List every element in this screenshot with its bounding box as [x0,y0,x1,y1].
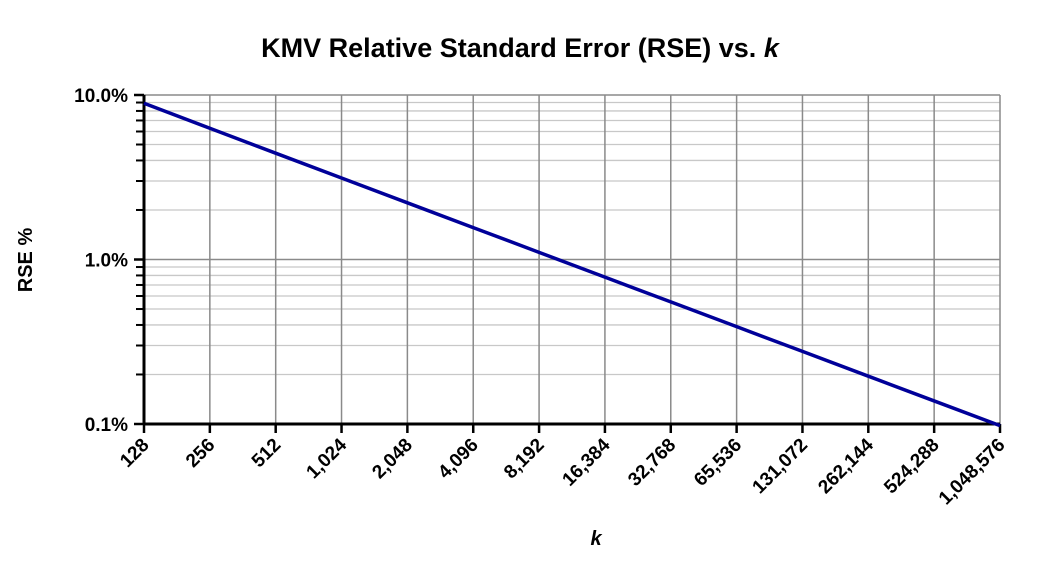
x-tick-label: 128 [116,435,153,472]
y-tick-label: 1.0% [85,251,128,272]
x-tick-label: 32,768 [624,435,680,491]
gridlines [144,94,1001,425]
y-axis-label: RSE % [15,228,37,293]
x-tick-label: 512 [248,435,285,472]
y-tick-label: 0.1% [85,415,128,436]
x-tick-label: 1,048,576 [935,435,1010,510]
x-tick-label: 1,024 [303,434,352,483]
x-tick-label: 2,048 [368,435,416,483]
tick-labels: 0.1% 1.0% 10.0% 128 256 512 1,024 2,048 4,096 8,1… [74,86,1009,509]
chart-title-var: k [764,33,781,63]
x-tick-label: 524,288 [880,435,943,498]
y-tick-label: 10.0% [74,86,128,107]
x-tick-label: 16,384 [559,434,615,490]
series-line-rse [143,101,1001,428]
x-tick-label: 131,072 [749,435,812,498]
x-tick-label: 65,536 [690,435,746,491]
x-axis-label: k [590,528,602,550]
x-tick-label: 4,096 [434,435,482,483]
x-tick-label: 262,144 [814,434,878,498]
axes [134,93,1002,433]
chart-title: KMV Relative Standard Error (RSE) vs. k [261,33,781,63]
series [143,101,1001,428]
x-tick-label: 256 [182,435,219,472]
x-tick-label: 8,192 [500,435,548,483]
chart-title-text: KMV Relative Standard Error (RSE) vs. [261,33,756,63]
